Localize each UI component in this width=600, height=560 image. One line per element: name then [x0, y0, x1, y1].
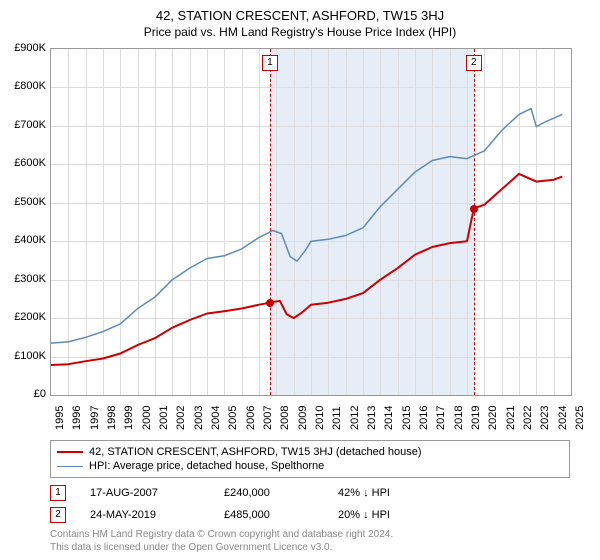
y-axis-label: £500K — [2, 196, 46, 208]
x-axis-label: 1995 — [54, 406, 66, 430]
chart-subtitle: Price paid vs. HM Land Registry's House … — [0, 23, 600, 45]
y-axis-label: £800K — [2, 80, 46, 92]
x-axis-label: 2023 — [539, 406, 551, 430]
x-axis-label: 1998 — [106, 406, 118, 430]
x-axis-label: 2015 — [401, 406, 413, 430]
x-axis-label: 2020 — [487, 406, 499, 430]
chart-plot-area: 12 — [50, 48, 572, 396]
y-axis-label: £300K — [2, 273, 46, 285]
y-axis-label: £900K — [2, 42, 46, 54]
event-row: 117-AUG-2007£240,00042% ↓ HPI — [50, 482, 570, 504]
y-axis-label: £0 — [2, 388, 46, 400]
x-axis-label: 2012 — [349, 406, 361, 430]
x-axis-label: 1999 — [123, 406, 135, 430]
x-axis-label: 2000 — [141, 406, 153, 430]
x-axis-label: 2005 — [227, 406, 239, 430]
x-axis-label: 2001 — [158, 406, 170, 430]
x-axis-label: 2002 — [175, 406, 187, 430]
x-axis-label: 2004 — [210, 406, 222, 430]
x-axis-label: 2003 — [193, 406, 205, 430]
legend-box: 42, STATION CRESCENT, ASHFORD, TW15 3HJ … — [50, 440, 570, 478]
x-axis-label: 1996 — [71, 406, 83, 430]
x-axis-label: 1997 — [89, 406, 101, 430]
x-axis-label: 2022 — [522, 406, 534, 430]
x-axis-label: 2007 — [262, 406, 274, 430]
x-axis-label: 2006 — [245, 406, 257, 430]
x-axis-label: 2017 — [435, 406, 447, 430]
y-axis-label: £400K — [2, 234, 46, 246]
x-axis-label: 2010 — [314, 406, 326, 430]
legend-item: 42, STATION CRESCENT, ASHFORD, TW15 3HJ … — [57, 445, 563, 459]
x-axis-label: 2024 — [557, 406, 569, 430]
y-axis-label: £100K — [2, 350, 46, 362]
chart-title: 42, STATION CRESCENT, ASHFORD, TW15 3HJ — [0, 0, 600, 23]
x-axis-label: 2014 — [383, 406, 395, 430]
x-axis-label: 2025 — [574, 406, 586, 430]
y-axis-label: £700K — [2, 119, 46, 131]
legend-label: HPI: Average price, detached house, Spel… — [89, 460, 324, 472]
y-axis-label: £200K — [2, 311, 46, 323]
legend-label: 42, STATION CRESCENT, ASHFORD, TW15 3HJ … — [89, 446, 422, 458]
x-axis-label: 2009 — [297, 406, 309, 430]
footer-attribution: Contains HM Land Registry data © Crown c… — [50, 528, 393, 554]
x-axis-label: 2018 — [453, 406, 465, 430]
x-axis-label: 2013 — [366, 406, 378, 430]
x-axis-label: 2008 — [279, 406, 291, 430]
events-table: 117-AUG-2007£240,00042% ↓ HPI224-MAY-201… — [50, 482, 570, 526]
legend-item: HPI: Average price, detached house, Spel… — [57, 459, 563, 473]
x-axis-label: 2016 — [418, 406, 430, 430]
x-axis-label: 2011 — [331, 406, 343, 430]
footer-line2: This data is licensed under the Open Gov… — [50, 541, 393, 554]
x-axis-label: 2019 — [470, 406, 482, 430]
y-axis-label: £600K — [2, 157, 46, 169]
x-axis-label: 2021 — [505, 406, 517, 430]
event-row: 224-MAY-2019£485,00020% ↓ HPI — [50, 504, 570, 526]
footer-line1: Contains HM Land Registry data © Crown c… — [50, 528, 393, 541]
